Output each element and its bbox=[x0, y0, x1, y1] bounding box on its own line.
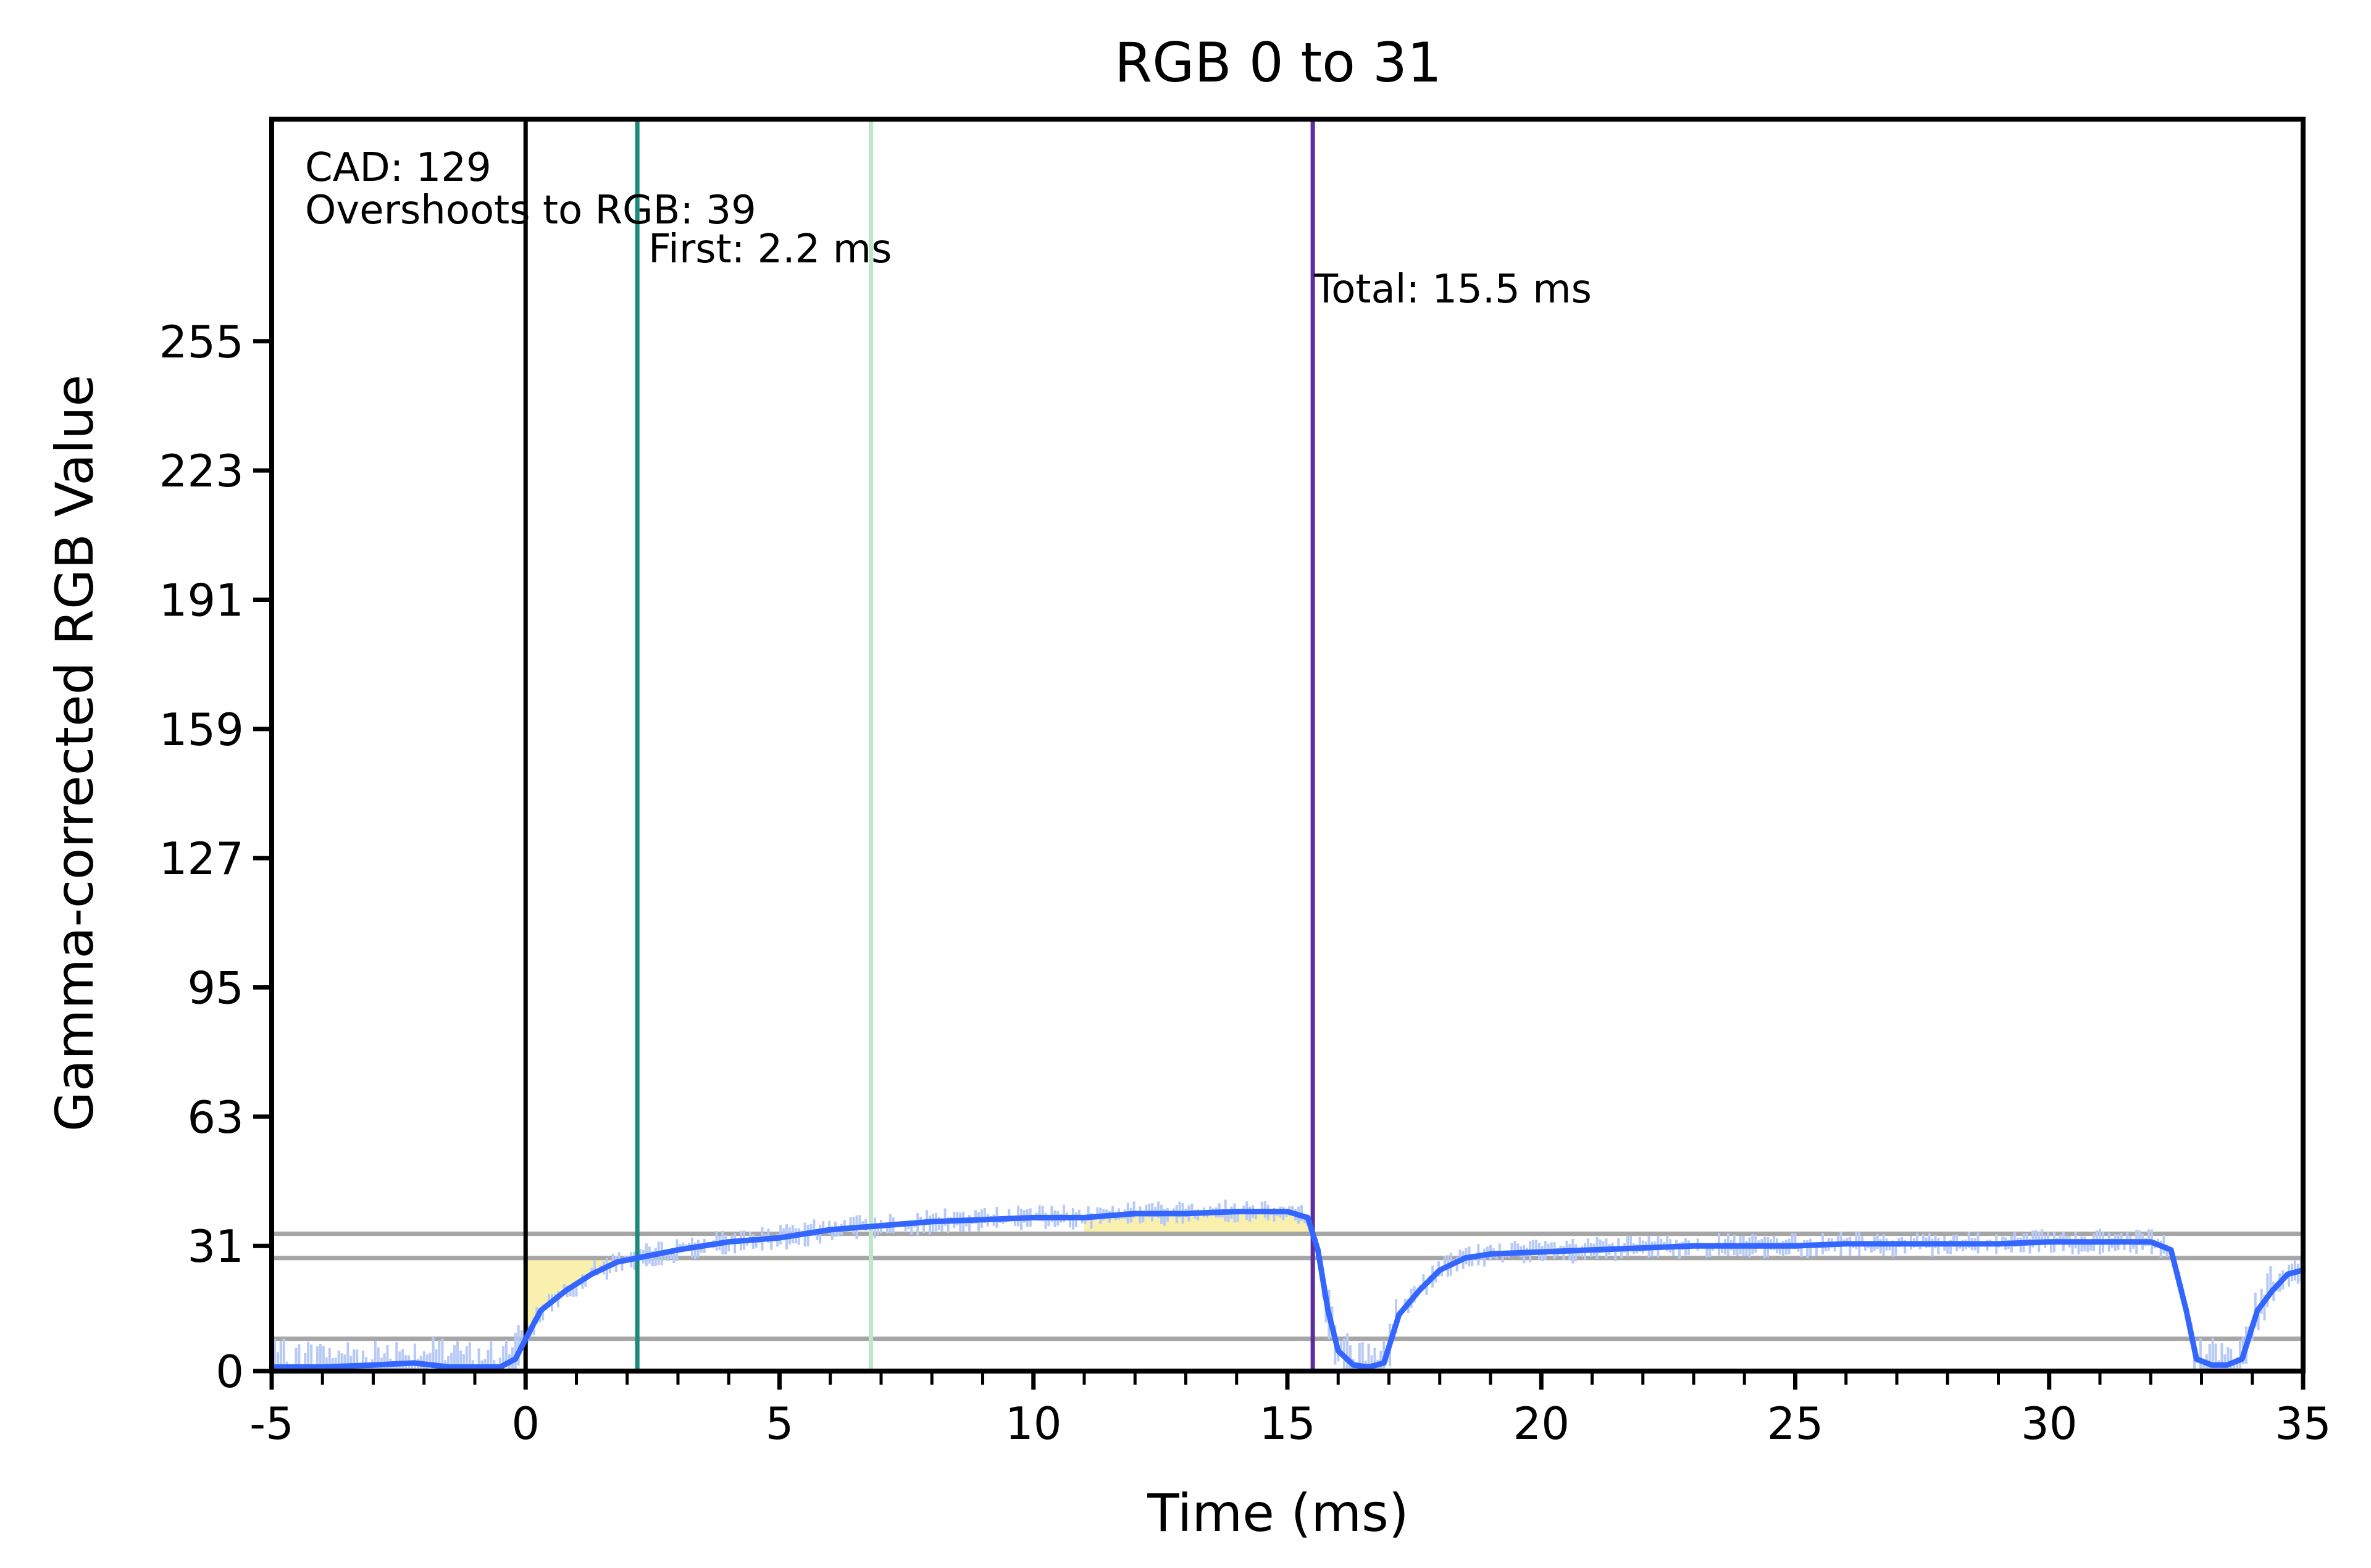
y-tick-label: 0 bbox=[215, 1346, 244, 1398]
y-tick-label: 159 bbox=[159, 704, 244, 756]
x-tick-label: 5 bbox=[766, 1398, 794, 1449]
annotation-overshoot: Overshoots to RGB: 39 bbox=[305, 188, 756, 233]
x-tick-label: -5 bbox=[249, 1398, 294, 1449]
threshold-lines bbox=[272, 1232, 2303, 1341]
rise-fill bbox=[525, 1257, 638, 1339]
x-tick-label: 35 bbox=[2275, 1398, 2331, 1449]
y-tick-label: 31 bbox=[187, 1220, 244, 1272]
annotation-first: First: 2.2 ms bbox=[648, 227, 892, 272]
chart-title: RGB 0 to 31 bbox=[1114, 31, 1442, 94]
y-tick-label: 255 bbox=[159, 316, 244, 368]
x-tick-label: 0 bbox=[511, 1398, 540, 1449]
annotation-cad: CAD: 129 bbox=[305, 145, 491, 191]
time-markers bbox=[523, 119, 1315, 1371]
y-tick-label: 191 bbox=[159, 574, 244, 626]
x-axis-ticks: -5 0 5 10 15 20 25 30 35 bbox=[249, 1371, 2331, 1449]
x-tick-label: 10 bbox=[1005, 1398, 1062, 1449]
y-tick-label: 95 bbox=[187, 962, 244, 1014]
series-layer bbox=[269, 1209, 2306, 1370]
y-axis-label: Gamma-corrected RGB Value bbox=[44, 375, 105, 1132]
x-axis-label: Time (ms) bbox=[1147, 1483, 1408, 1543]
y-tick-label: 223 bbox=[159, 445, 244, 497]
y-axis-ticks: 0 31 63 95 127 159 191 223 255 bbox=[159, 316, 272, 1398]
y-tick-label: 127 bbox=[159, 833, 244, 885]
x-tick-label: 30 bbox=[2021, 1398, 2078, 1449]
overshoot-region bbox=[525, 1211, 1313, 1339]
x-tick-label: 15 bbox=[1259, 1398, 1316, 1449]
y-tick-label: 63 bbox=[187, 1091, 244, 1143]
x-tick-label: 20 bbox=[1513, 1398, 1570, 1449]
series-line bbox=[269, 1209, 2306, 1370]
plot-frame bbox=[269, 117, 2306, 1374]
annotation-total: Total: 15.5 ms bbox=[1313, 267, 1592, 312]
x-tick-label: 25 bbox=[1767, 1398, 1824, 1449]
